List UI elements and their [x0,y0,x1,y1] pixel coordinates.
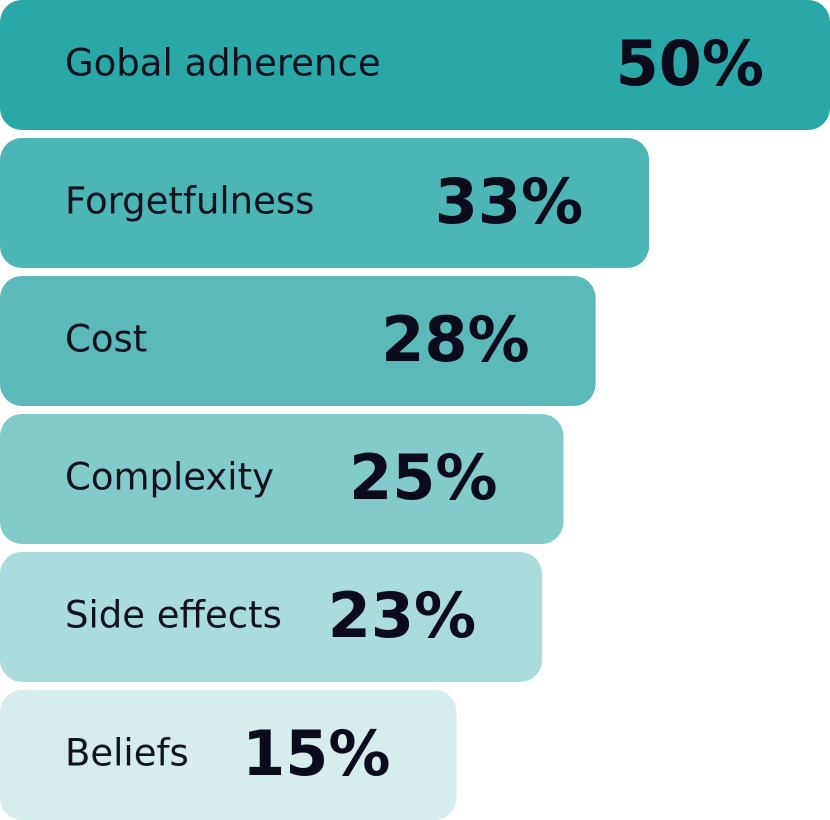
value-label: 33% [435,165,583,238]
bar [0,414,564,544]
bar [0,138,650,268]
bar [0,552,543,682]
value-label: 50% [616,27,764,100]
category-label: Side effects [65,594,282,637]
category-label: Beliefs [65,732,189,775]
value-label: 15% [242,717,390,790]
category-label: Complexity [65,456,274,499]
bar [0,276,596,406]
category-label: Gobal adherence [65,42,381,85]
bar [0,690,457,820]
category-label: Forgetfulness [65,180,314,223]
value-label: 25% [349,441,497,514]
bar [0,0,830,130]
category-label: Cost [65,318,147,361]
value-label: 23% [328,579,476,652]
value-label: 28% [381,303,529,376]
